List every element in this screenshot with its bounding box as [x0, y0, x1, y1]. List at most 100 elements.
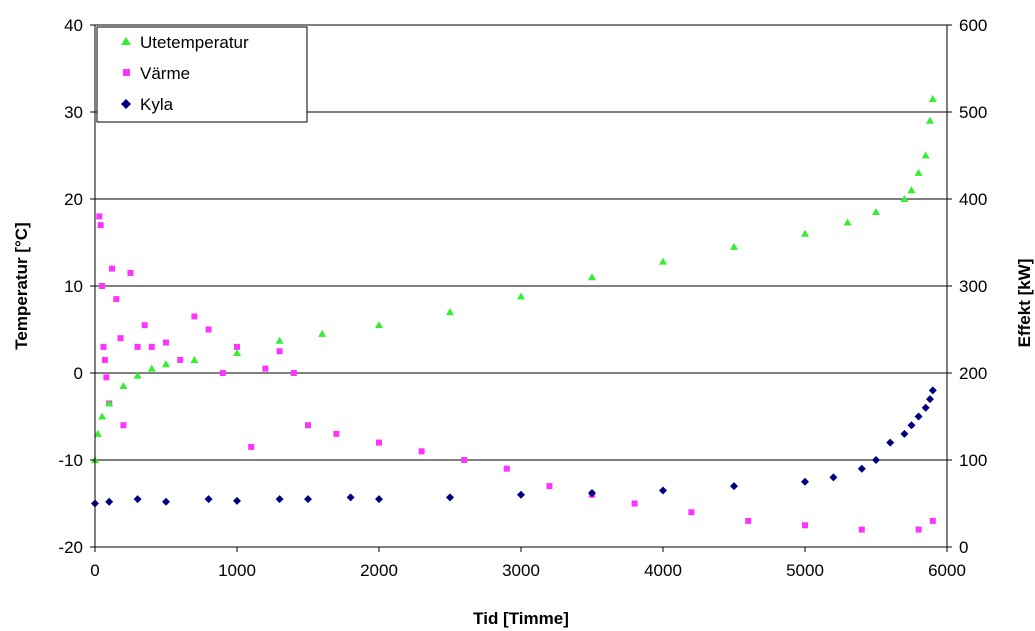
data-point-diamond — [921, 403, 930, 412]
data-point-diamond — [346, 493, 355, 502]
data-point-square — [858, 526, 865, 533]
data-point-diamond — [375, 495, 383, 504]
data-point-triangle — [446, 308, 454, 316]
data-point-square — [915, 526, 922, 533]
data-point-triangle — [925, 116, 934, 124]
data-point-diamond — [857, 464, 866, 473]
data-point-diamond — [517, 490, 525, 499]
data-point-diamond — [588, 489, 596, 498]
data-point-square — [290, 370, 297, 376]
data-point-square — [631, 500, 638, 507]
data-point-diamond — [446, 493, 454, 502]
data-point-square — [418, 448, 425, 455]
data-point-square — [109, 265, 116, 272]
data-point-square — [96, 213, 103, 220]
legend-label-kyla: Kyla — [140, 95, 174, 114]
legend-square-marker — [123, 69, 130, 76]
data-layer — [91, 94, 937, 533]
data-point-square — [262, 365, 269, 372]
data-point-square — [100, 343, 107, 350]
data-point-diamond — [801, 477, 809, 486]
data-point-diamond — [900, 429, 909, 438]
y-left-tick-label: 0 — [74, 364, 83, 383]
data-point-square — [376, 439, 382, 446]
data-point-square — [546, 483, 553, 490]
data-point-square — [101, 356, 108, 363]
data-point-diamond — [659, 486, 667, 495]
data-point-triangle — [914, 168, 923, 176]
data-point-diamond — [914, 412, 923, 421]
data-point-square — [461, 457, 468, 463]
legend-diamond-marker — [121, 99, 131, 109]
y-left-tick-label: -20 — [58, 538, 83, 557]
y-left-tick-label: -10 — [58, 451, 83, 470]
y-right-tick-label: 500 — [959, 103, 987, 122]
data-point-triangle — [928, 94, 937, 102]
data-point-diamond — [105, 497, 114, 506]
data-point-triangle — [900, 195, 909, 202]
data-point-triangle — [730, 242, 738, 250]
legend: Utetemperatur Värme Kyla — [96, 26, 308, 123]
y-right-tick-label: 0 — [959, 538, 968, 557]
data-point-triangle — [147, 364, 156, 372]
data-point-square — [117, 335, 124, 342]
legend-box — [96, 26, 308, 123]
data-point-diamond — [829, 473, 838, 482]
data-point-diamond — [730, 482, 738, 491]
data-point-triangle — [843, 218, 852, 226]
data-point-diamond — [162, 497, 170, 506]
data-point-triangle — [119, 382, 128, 390]
data-point-square — [503, 465, 510, 472]
data-point-square — [305, 422, 311, 429]
data-point-square — [127, 269, 134, 276]
legend-label-varme: Värme — [140, 64, 190, 83]
y-right-tick-label: 600 — [959, 16, 987, 35]
data-point-square — [745, 517, 752, 524]
data-point-triangle — [872, 208, 880, 216]
data-point-triangle — [275, 336, 284, 344]
data-point-triangle — [318, 329, 327, 337]
x-tick-label: 6000 — [928, 561, 966, 580]
legend-triangle-marker — [121, 37, 131, 45]
data-point-square — [219, 370, 226, 376]
data-point-triangle — [105, 399, 114, 407]
data-point-square — [113, 296, 120, 303]
data-point-square — [333, 430, 340, 437]
y-axis-left-title: Temperatur [°C] — [12, 222, 31, 349]
y-left-tick-label: 10 — [64, 277, 83, 296]
data-point-triangle — [517, 292, 525, 300]
data-point-square — [191, 313, 198, 320]
data-point-square — [929, 517, 936, 524]
data-point-diamond — [872, 456, 880, 464]
y-left-tick-label: 20 — [64, 190, 83, 209]
x-tick-label: 4000 — [644, 561, 682, 580]
x-tick-label: 5000 — [786, 561, 824, 580]
data-point-triangle — [133, 371, 142, 379]
y-axis-right-title: Effekt [kW] — [1015, 259, 1034, 348]
data-point-square — [276, 348, 283, 355]
data-point-triangle — [801, 229, 809, 237]
data-point-diamond — [133, 495, 142, 504]
data-point-diamond — [275, 495, 284, 504]
data-point-square — [97, 222, 104, 229]
data-point-square — [802, 522, 808, 529]
data-point-square — [234, 343, 240, 350]
data-point-triangle — [233, 348, 241, 356]
data-point-square — [248, 443, 255, 450]
x-tick-label: 1000 — [218, 561, 256, 580]
data-point-square — [205, 326, 212, 333]
data-point-diamond — [886, 438, 895, 447]
data-point-triangle — [907, 186, 916, 194]
data-point-triangle — [588, 273, 596, 281]
data-point-diamond — [204, 495, 213, 504]
data-point-triangle — [375, 321, 383, 329]
data-point-triangle — [659, 257, 667, 265]
x-tick-label: 2000 — [360, 561, 398, 580]
x-tick-label: 0 — [90, 561, 99, 580]
data-point-triangle — [921, 151, 930, 159]
data-point-square — [177, 356, 184, 363]
data-point-square — [688, 509, 695, 516]
x-tick-label: 3000 — [502, 561, 540, 580]
